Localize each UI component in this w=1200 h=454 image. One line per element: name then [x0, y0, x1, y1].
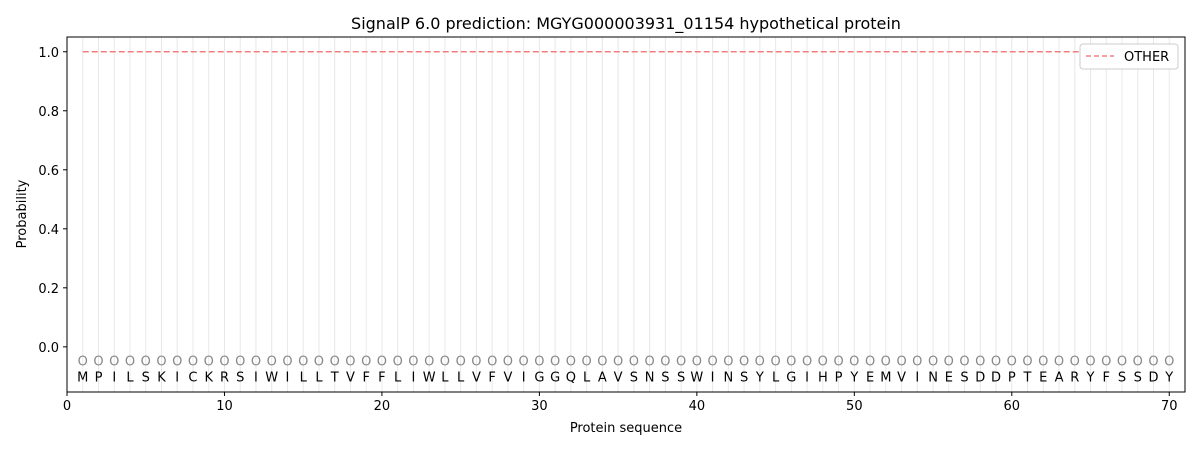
residue-label: F — [378, 370, 385, 385]
residue-label: S — [661, 370, 669, 385]
residue-label: I — [412, 370, 416, 385]
residue-label: L — [126, 370, 134, 385]
x-tick-label: 30 — [531, 399, 548, 414]
residue-label: G — [534, 370, 544, 385]
residue-label: Y — [1086, 370, 1095, 385]
residue-label: I — [711, 370, 715, 385]
residue-label: W — [265, 370, 278, 385]
residue-label: N — [645, 370, 655, 385]
residue-label: D — [991, 370, 1001, 385]
legend-other-label: OTHER — [1124, 50, 1169, 65]
residue-label: F — [362, 370, 369, 385]
residue-label: V — [897, 370, 906, 385]
residue-label: E — [866, 370, 874, 385]
residue-label: S — [142, 370, 150, 385]
residue-label: I — [805, 370, 809, 385]
residue-label: R — [220, 370, 229, 385]
residue-label: L — [315, 370, 323, 385]
residue-label: L — [300, 370, 308, 385]
residue-label: N — [928, 370, 938, 385]
residue-label: P — [95, 370, 103, 385]
residue-label: E — [945, 370, 953, 385]
residue-label: S — [960, 370, 968, 385]
residue-label: I — [254, 370, 258, 385]
residue-label: D — [975, 370, 985, 385]
residue-label: L — [772, 370, 780, 385]
residue-label: I — [112, 370, 116, 385]
x-tick-label: 0 — [63, 399, 71, 414]
residue-label: V — [503, 370, 512, 385]
y-axis-label: Probability — [15, 179, 30, 248]
residue-label: S — [236, 370, 244, 385]
residue-label: M — [880, 370, 891, 385]
residue-label: V — [472, 370, 481, 385]
residue-label: Q — [566, 370, 576, 385]
residue-label: R — [1070, 370, 1079, 385]
residue-label: M — [77, 370, 88, 385]
residue-label: D — [1148, 370, 1158, 385]
residue-label: G — [550, 370, 560, 385]
residue-label: E — [1039, 370, 1047, 385]
y-tick-label: 0.2 — [38, 282, 59, 297]
residue-label: L — [583, 370, 591, 385]
plot-frame — [66, 36, 1186, 393]
x-tick-label: 50 — [846, 399, 863, 414]
x-tick-label: 40 — [689, 399, 706, 414]
residue-label: S — [1134, 370, 1142, 385]
x-tick-label: 10 — [216, 399, 233, 414]
residue-label: H — [818, 370, 828, 385]
x-axis-label: Protein sequence — [570, 421, 682, 436]
residue-label: S — [1118, 370, 1126, 385]
y-tick-label: 0.6 — [38, 164, 59, 179]
residue-label: S — [677, 370, 685, 385]
predicted-labels: OOOOOOOOOOOOOOOOOOOOOOOOOOOOOOOOOOOOOOOO… — [78, 355, 1175, 370]
residue-label: K — [157, 370, 166, 385]
residue-label: C — [188, 370, 197, 385]
residue-label: L — [441, 370, 449, 385]
residue-label: I — [915, 370, 919, 385]
residue-label: W — [690, 370, 703, 385]
y-tick-label: 1.0 — [38, 46, 59, 61]
residue-label: V — [346, 370, 355, 385]
residue-label: I — [175, 370, 179, 385]
residue-label: S — [740, 370, 748, 385]
residue-label: I — [522, 370, 526, 385]
legend: OTHER — [1079, 43, 1179, 70]
residue-label: P — [835, 370, 843, 385]
residue-label: F — [488, 370, 495, 385]
residue-label: A — [598, 370, 607, 385]
y-tick-label: 0.4 — [38, 223, 59, 238]
residue-label: L — [457, 370, 465, 385]
residue-label: K — [204, 370, 213, 385]
residue-label: F — [1103, 370, 1110, 385]
x-tick-label: 20 — [374, 399, 391, 414]
y-tick-label: 0.8 — [38, 105, 59, 120]
x-tick-label: 60 — [1004, 399, 1021, 414]
residue-label: P — [1008, 370, 1016, 385]
residue-label: W — [423, 370, 436, 385]
chart-title: SignalP 6.0 prediction: MGYG000003931_01… — [351, 14, 901, 34]
residue-label: Y — [849, 370, 858, 385]
residue-label: Y — [755, 370, 764, 385]
y-tick-label: 0.0 — [38, 341, 59, 356]
residue-label: T — [330, 370, 339, 385]
residue-label: T — [1023, 370, 1032, 385]
residue-label: I — [286, 370, 290, 385]
residue-label: V — [614, 370, 623, 385]
residue-label: L — [394, 370, 402, 385]
x-tick-label: 70 — [1161, 399, 1178, 414]
residue-label: G — [786, 370, 796, 385]
residue-label: Y — [1164, 370, 1173, 385]
residue-label: S — [630, 370, 638, 385]
residue-label: A — [1055, 370, 1064, 385]
residue-label: N — [723, 370, 733, 385]
